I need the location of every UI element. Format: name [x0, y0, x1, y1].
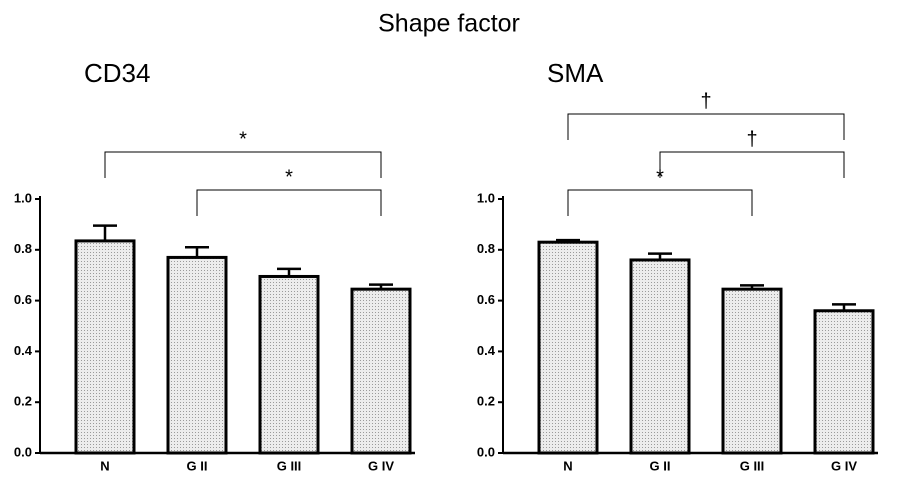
x-tick-label: G II	[650, 458, 671, 473]
x-tick-label: G IV	[831, 458, 857, 473]
bar	[166, 255, 228, 455]
significance-label: *	[239, 128, 247, 150]
significance-label: †	[700, 90, 711, 112]
bar	[629, 258, 691, 455]
x-tick-label: G III	[277, 458, 302, 473]
significance-label: *	[285, 166, 293, 188]
y-tick-label: 0.2	[14, 394, 32, 409]
panel-title: SMA	[547, 58, 604, 88]
y-tick-label: 0.2	[477, 394, 495, 409]
x-tick-label: N	[563, 458, 572, 473]
bar	[537, 240, 599, 455]
bar	[721, 287, 783, 455]
bar	[350, 287, 412, 455]
x-tick-label: G IV	[368, 458, 394, 473]
significance-bracket	[567, 189, 753, 216]
significance-bracket	[659, 151, 845, 178]
y-tick-label: 0.4	[14, 343, 33, 358]
y-tick-label: 0.0	[14, 444, 32, 459]
chart-title: Shape factor	[378, 10, 520, 38]
significance-bracket	[104, 151, 382, 178]
y-tick-label: 0.0	[477, 444, 495, 459]
x-tick-label: N	[100, 458, 109, 473]
significance-bracket	[567, 113, 845, 140]
y-tick-label: 0.6	[477, 292, 495, 307]
significance-bracket	[196, 189, 382, 216]
y-tick-label: 0.8	[14, 241, 32, 256]
y-tick-label: 1.0	[477, 190, 495, 205]
y-tick-label: 0.8	[477, 241, 495, 256]
bar	[258, 274, 320, 455]
panel-title: CD34	[84, 58, 150, 88]
x-tick-label: G III	[740, 458, 765, 473]
x-tick-label: G II	[187, 458, 208, 473]
bar	[813, 309, 875, 455]
y-tick-label: 1.0	[14, 190, 32, 205]
significance-label: †	[746, 128, 757, 150]
bar	[74, 239, 136, 455]
y-tick-label: 0.6	[14, 292, 32, 307]
y-tick-label: 0.4	[477, 343, 496, 358]
